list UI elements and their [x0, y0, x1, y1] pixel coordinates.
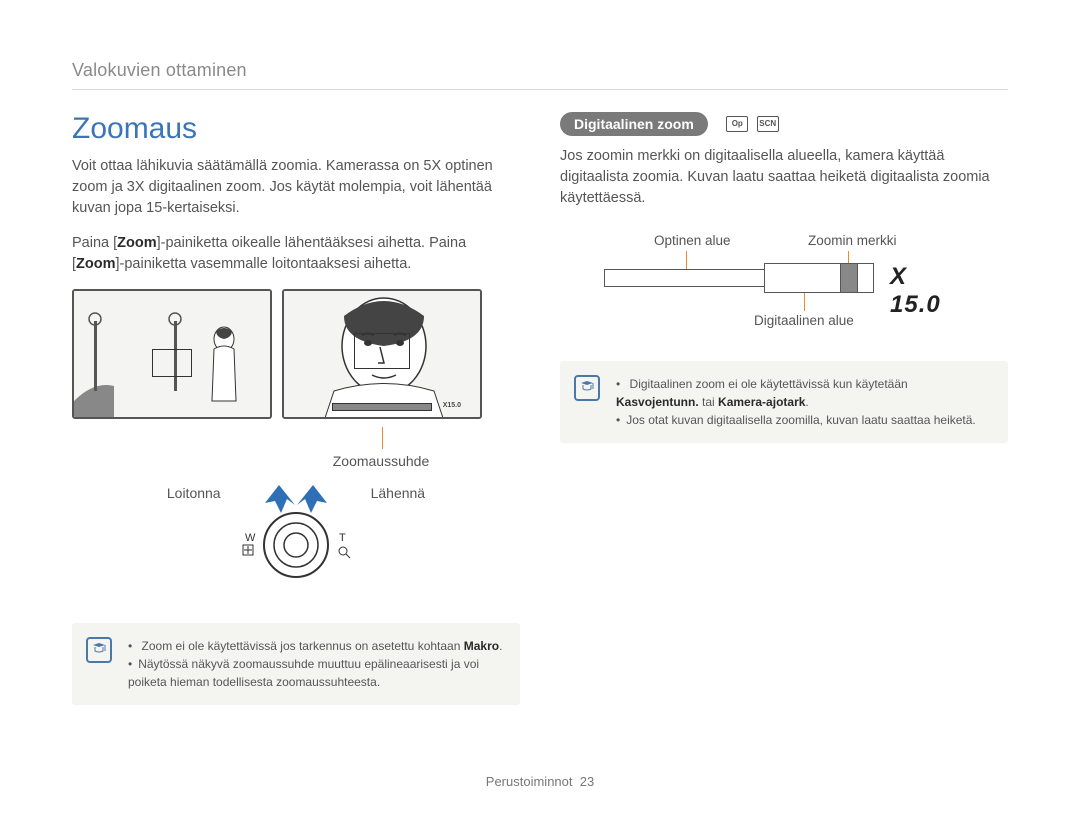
txt-bold: Kamera-ajotark	[718, 395, 805, 409]
txt: Zoom ei ole käytettävissä jos tarkennus …	[142, 639, 464, 653]
note-box-right: Digitaalinen zoom ei ole käytettävissä k…	[560, 361, 1008, 443]
txt: .	[499, 639, 502, 653]
w-label: W	[245, 532, 256, 544]
note-icon	[574, 375, 600, 401]
focus-box	[354, 333, 410, 369]
intro-text: Voit ottaa lähikuvia säätämällä zoomia. …	[72, 156, 520, 219]
txt: ]-painiketta vasemmalle loitontaaksesi a…	[116, 256, 412, 272]
label-digital: Digitaalinen alue	[754, 313, 854, 328]
txt-bold: Kasvojentunn.	[616, 395, 699, 409]
page-title: Zoomaus	[72, 112, 520, 146]
zoom-value-text: X 15.0	[890, 263, 964, 319]
footer: Perustoiminnot 23	[0, 774, 1080, 789]
right-column: Digitaalinen zoom Op SCN Jos zoomin merk…	[560, 112, 1008, 705]
leader-digital	[804, 293, 805, 311]
mode-icon-op: Op	[726, 116, 748, 132]
zoom-key: Zoom	[76, 256, 115, 272]
zoom-control-row: Loitonna W T Lähennä	[72, 483, 520, 583]
content-columns: Zoomaus Voit ottaa lähikuvia säätämällä …	[72, 112, 1008, 705]
zoom-bar: X15.0	[332, 403, 432, 411]
label-zoom-out: Loitonna	[167, 483, 221, 501]
note-item: Digitaalinen zoom ei ole käytettävissä k…	[616, 375, 992, 411]
zoom-instruction: Paina [Zoom]-painiketta oikealle lähentä…	[72, 233, 520, 275]
footer-page: 23	[580, 774, 594, 789]
left-column: Zoomaus Voit ottaa lähikuvia säätämällä …	[72, 112, 520, 705]
heading-row: Digitaalinen zoom Op SCN	[560, 112, 1008, 136]
label-indicator: Zoomin merkki	[808, 233, 897, 248]
divider	[72, 89, 1008, 90]
leader-ratio	[332, 427, 520, 449]
note-icon	[86, 637, 112, 663]
note-item: Jos otat kuvan digitaalisella zoomilla, …	[616, 411, 992, 429]
caption-zoom-ratio: Zoomaussuhde	[242, 453, 520, 469]
txt: Digitaalinen zoom ei ole käytettävissä k…	[630, 377, 908, 391]
zoom-range-diagram: Optinen alue Zoomin merkki X 15.0 Digita…	[604, 233, 964, 333]
screen-previews: 00001 10M ⚡ ▦ ⚡A	[72, 289, 520, 419]
note-item: Näytössä näkyvä zoomaussuhde muuttuu epä…	[128, 655, 504, 691]
zoom-dial-illustration: W T	[231, 483, 361, 583]
note-item: Zoom ei ole käytettävissä jos tarkennus …	[128, 637, 504, 655]
section-pill: Digitaalinen zoom	[560, 112, 708, 136]
breadcrumb: Valokuvien ottaminen	[72, 60, 1008, 81]
txt: Paina [	[72, 235, 117, 251]
note-box-left: Zoom ei ole käytettävissä jos tarkennus …	[72, 623, 520, 705]
txt-bold: Makro	[464, 639, 499, 653]
footer-label: Perustoiminnot	[486, 774, 573, 789]
zoom-key: Zoom	[117, 235, 156, 251]
label-zoom-in: Lähennä	[371, 483, 426, 501]
screen-tele: 00001 10M ⚡ ▦ ⚡A	[282, 289, 482, 419]
txt: .	[805, 395, 808, 409]
bar-indicator-fill	[840, 263, 858, 293]
leader-optical	[686, 251, 687, 269]
screen-wide: 00001 10M ⚡ ▦ ⚡A	[72, 289, 272, 419]
focus-box	[152, 349, 192, 377]
zoom-bar-value: X15.0	[443, 402, 461, 409]
txt: tai	[699, 395, 718, 409]
mode-icon-scn: SCN	[757, 116, 779, 132]
t-label: T	[339, 532, 346, 544]
label-optical: Optinen alue	[654, 233, 731, 248]
digital-zoom-text: Jos zoomin merkki on digitaalisella alue…	[560, 146, 1008, 209]
